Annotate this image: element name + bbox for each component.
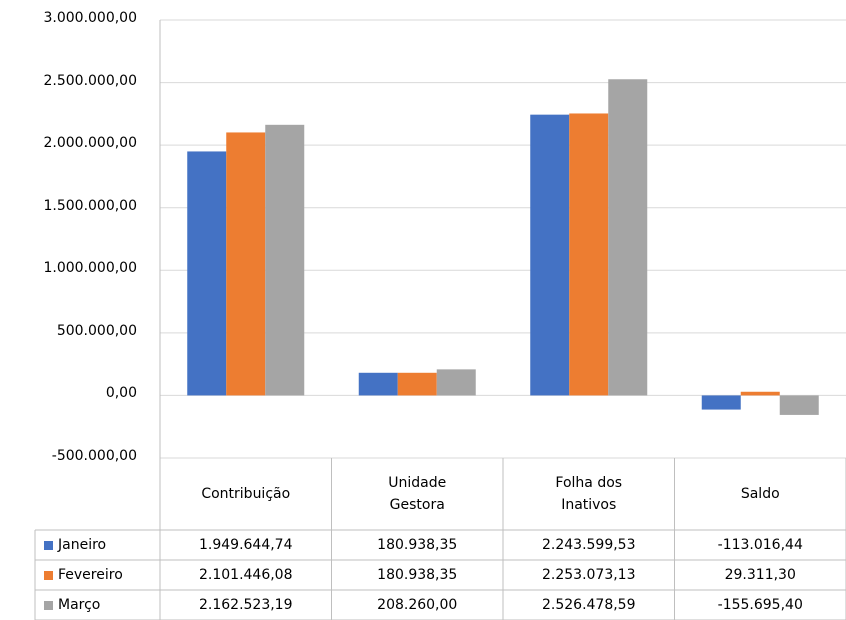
bar — [608, 79, 648, 396]
table-value: 2.162.523,19 — [198, 597, 293, 613]
legend-label: Março — [58, 597, 101, 613]
table-value: 2.253.073,13 — [541, 567, 636, 583]
table-value: 1.949.644,74 — [198, 537, 293, 553]
bar — [569, 113, 609, 396]
table-value: 2.526.478,59 — [541, 597, 636, 613]
bar — [187, 151, 227, 396]
table-value: 2.101.446,08 — [198, 567, 293, 583]
legend-entry: Fevereiro — [35, 560, 160, 590]
legend-key — [44, 570, 53, 580]
y-tick-label: 1.000.000,00 — [43, 260, 137, 277]
bar — [779, 395, 819, 415]
bar — [530, 114, 570, 396]
y-tick-label: 2.500.000,00 — [43, 72, 137, 89]
legend-entry: Março — [35, 590, 160, 620]
y-tick-label: 1.500.000,00 — [43, 197, 137, 214]
category-label: Saldo — [675, 458, 846, 530]
legend-label: Janeiro — [58, 537, 107, 553]
legend-key — [44, 600, 53, 610]
y-tick-label: -500.000,00 — [51, 448, 137, 464]
legend-label: Fevereiro — [58, 567, 123, 583]
table-value: 180.938,35 — [377, 567, 458, 583]
category-text: Folha dos Inativos — [555, 475, 623, 513]
table-value: 208.260,00 — [377, 597, 458, 613]
table-value: -155.695,40 — [717, 597, 803, 613]
bar — [226, 132, 266, 396]
table-value: 2.243.599,53 — [541, 537, 636, 553]
legend-key — [44, 540, 53, 550]
bar — [740, 391, 780, 396]
bar — [397, 372, 437, 396]
category-label: Unidade Gestora — [332, 458, 504, 530]
category-label: Folha dos Inativos — [503, 458, 675, 530]
bar — [358, 372, 398, 396]
category-text: Unidade Gestora — [388, 475, 447, 513]
category-label: Contribuição — [160, 458, 332, 530]
y-tick-label: 3.000.000,00 — [43, 10, 137, 26]
table-value: 29.311,30 — [724, 567, 796, 583]
y-tick-label: 500.000,00 — [56, 322, 137, 339]
bar — [701, 395, 741, 410]
legend-entry: Janeiro — [35, 530, 160, 560]
table-value: -113.016,44 — [717, 537, 803, 553]
bar — [436, 369, 476, 396]
table-value: 180.938,35 — [377, 537, 458, 553]
y-tick-label: 2.000.000,00 — [43, 135, 137, 152]
category-text: Saldo — [740, 486, 780, 502]
y-tick-label: 0,00 — [105, 385, 137, 402]
bar — [265, 124, 305, 396]
category-text: Contribuição — [201, 486, 291, 502]
